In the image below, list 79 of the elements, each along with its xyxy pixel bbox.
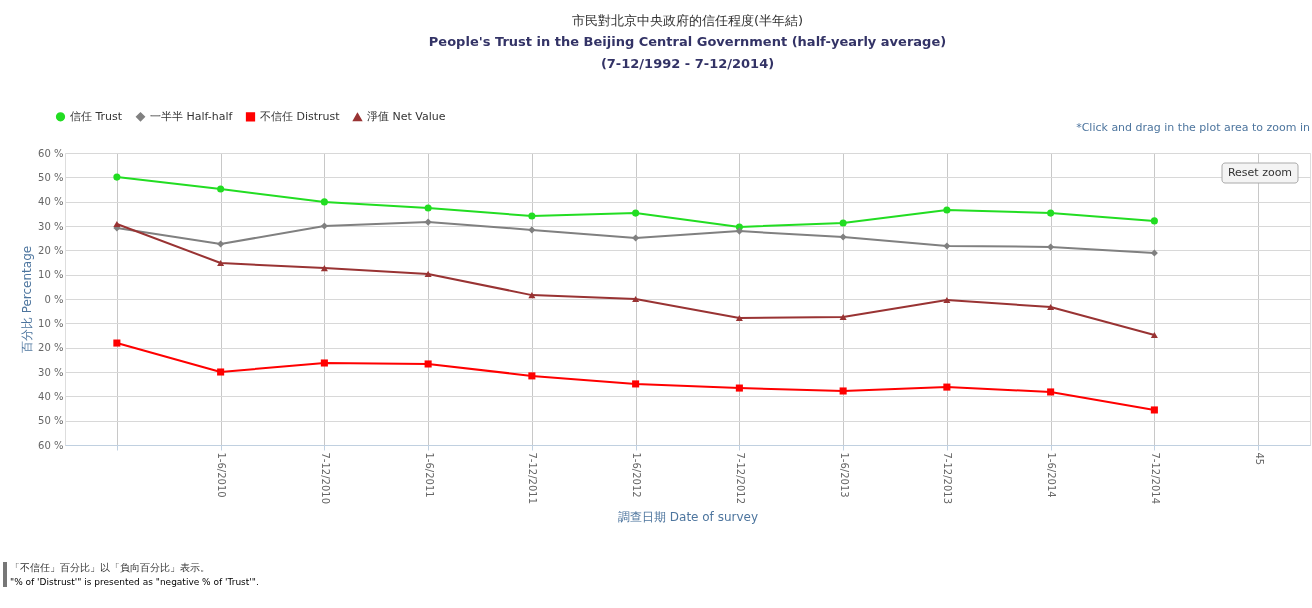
y-axis-title: 百分比 Percentage [20,245,35,354]
point [424,204,432,212]
point [528,212,536,220]
y-tick-label: 20 % [38,244,64,256]
point [1047,303,1055,311]
point [424,218,432,226]
point [528,292,536,299]
y-tick-label: 60 % [38,439,64,451]
point [528,372,536,380]
point [943,383,951,391]
point [1150,249,1158,257]
point [217,240,225,248]
y-tick-label: 60 % [38,147,64,159]
point [320,198,328,206]
point [632,295,640,303]
point [943,296,951,304]
point [320,265,328,272]
point [1047,243,1055,251]
point [1047,388,1055,396]
point [839,387,847,395]
point [424,270,432,277]
text: People's Trust in the Beijing Central Government (half-yearly average) [428,34,947,49]
point [320,222,328,230]
point [217,185,225,193]
text: "% of 'Distrust'" is presented as "negative % of 'Trust'". [10,577,259,587]
x-axis-title: 調查日期 Date of survey [617,510,759,525]
point [1047,209,1055,217]
point [217,259,225,267]
y-tick-label: 50 % [38,171,64,183]
point [839,233,847,241]
point [113,220,121,228]
annotation: Reset zoom [1227,166,1293,179]
chart-title: 市民對北京中央政府的信任程度(半年結) [571,13,804,28]
point [943,206,951,214]
y-tick-label: 10 % [38,317,64,329]
x-tick-label: 1-6/2010 [216,452,228,498]
point [632,380,640,388]
point [217,368,225,376]
point [839,219,847,227]
x-tick-label: 1-6/2012 [631,452,643,498]
text: *Click and drag in the plot area to zoom in [1076,121,1311,134]
x-tick-label: 1-6/2014 [1046,452,1058,498]
point [424,360,432,368]
point [113,339,121,347]
x-tick-label: 45 [1253,452,1265,466]
point [735,314,743,322]
text: 「不信任」百分比」以「負向百分比」表示。 [10,562,210,573]
x-tick-label: 1-6/2011 [423,452,435,498]
point [735,384,743,392]
x-tick-label: 7-12/2013 [942,452,954,505]
y-tick-label: 50 % [38,415,64,427]
point [632,209,640,217]
x-tick-label: 7-12/2010 [319,452,331,505]
point [632,234,640,242]
x-tick-label: 7-12/2012 [734,452,746,505]
point [320,359,328,367]
y-tick-label: 0 % [44,293,64,305]
y-tick-label: 10 % [38,269,64,281]
y-tick-label: 40 % [38,390,64,402]
point [1150,217,1158,225]
point [735,227,743,235]
y-tick-label: 30 % [38,220,64,232]
legend-label: 一半半 Half-half [150,109,234,123]
x-tick-label: 1-6/2013 [838,452,850,498]
legend-label: 淨值 Net Value [367,110,446,124]
text: (7-12/1992 - 7-12/2014) [600,56,775,71]
point [943,242,951,250]
legend-label: 信任 Trust [70,109,123,123]
point [1150,406,1158,414]
y-tick-label: 20 % [38,342,64,354]
point [839,313,847,321]
x-tick-label: 7-12/2011 [527,452,539,505]
legend-label: 不信任 Distrust [260,109,341,123]
x-tick-label: 7-12/2014 [1149,452,1161,505]
y-tick-label: 40 % [38,196,64,208]
y-tick-label: 30 % [38,366,64,378]
point [113,173,121,181]
point [1150,331,1158,339]
point [528,226,536,234]
